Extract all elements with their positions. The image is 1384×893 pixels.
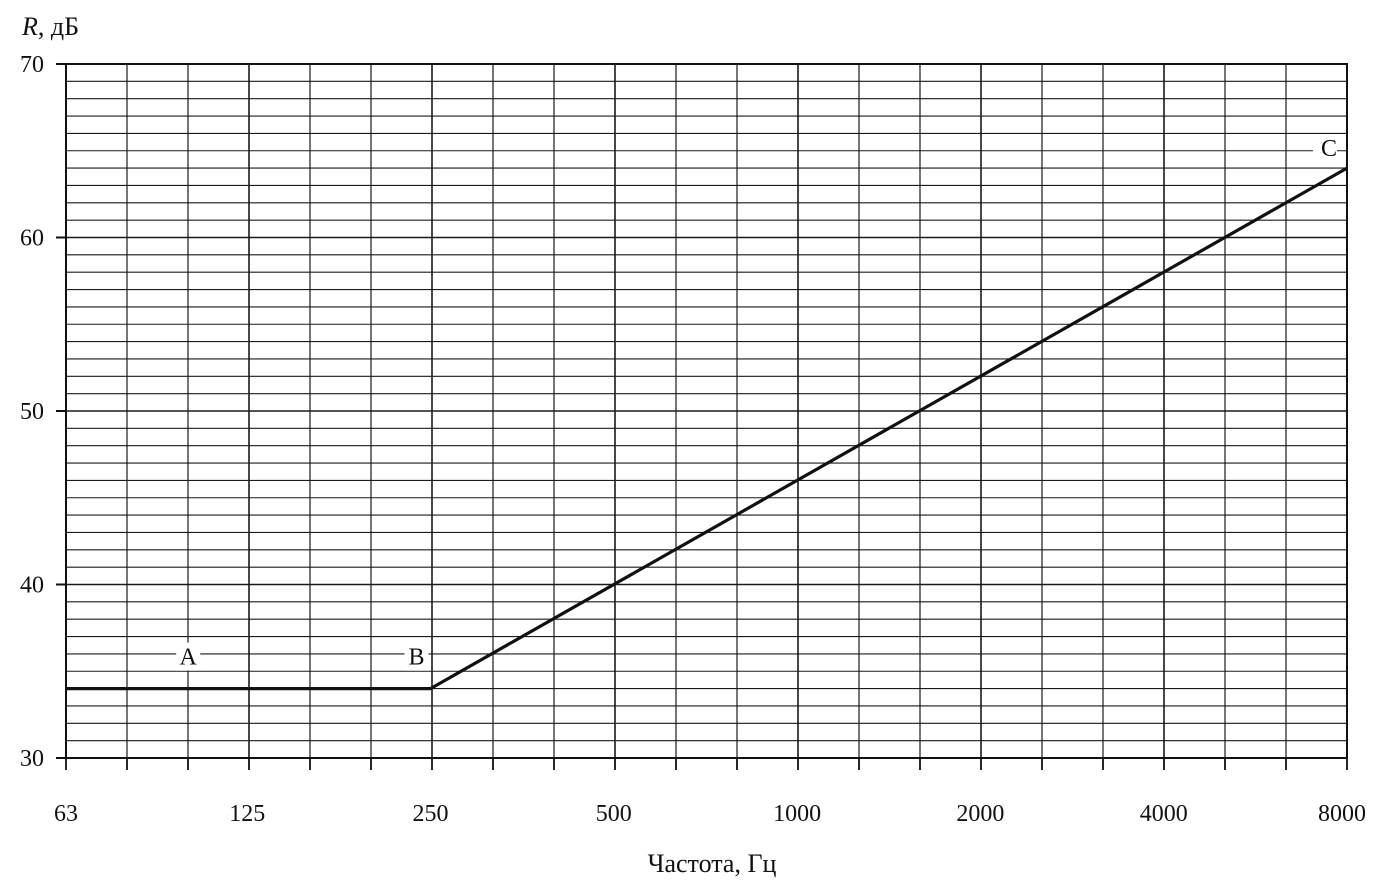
x-tick-label: 63 xyxy=(54,801,78,827)
point-labels: A B C xyxy=(176,134,1337,671)
point-label-b: B xyxy=(408,645,424,671)
x-tick-label: 4000 xyxy=(1140,801,1188,827)
y-tick-label: 60 xyxy=(20,226,44,252)
point-label-background xyxy=(404,642,429,671)
x-tick-label: 125 xyxy=(229,801,265,827)
plot-frame xyxy=(56,63,1348,770)
x-tick-label: 500 xyxy=(596,801,632,827)
x-tick-label: 1000 xyxy=(773,801,821,827)
y-tick-label: 40 xyxy=(20,573,44,599)
x-axis-label: Частота, Гц xyxy=(648,849,777,878)
grid xyxy=(66,64,1347,758)
y-axis-label-unit: , дБ xyxy=(38,12,79,41)
y-axis-label-symbol: R xyxy=(21,12,38,41)
point-label-c: C xyxy=(1321,136,1337,162)
y-axis-label: R, дБ xyxy=(21,12,79,41)
point-label-background xyxy=(1313,134,1337,163)
x-tick-label: 2000 xyxy=(956,801,1004,827)
x-tick-label: 250 xyxy=(412,801,448,827)
point-label-a: A xyxy=(180,645,198,671)
y-tick-labels: 30 40 50 60 70 xyxy=(20,52,44,772)
x-tick-labels: 63 125 250 500 1000 2000 4000 8000 xyxy=(54,801,1366,827)
y-tick-label: 30 xyxy=(20,746,44,772)
point-label-background xyxy=(176,642,201,671)
series-line xyxy=(66,166,1348,691)
y-tick-label: 50 xyxy=(20,399,44,425)
series-layer xyxy=(66,166,1348,691)
x-tick-label: 8000 xyxy=(1318,801,1366,827)
y-tick-label: 70 xyxy=(20,52,44,78)
